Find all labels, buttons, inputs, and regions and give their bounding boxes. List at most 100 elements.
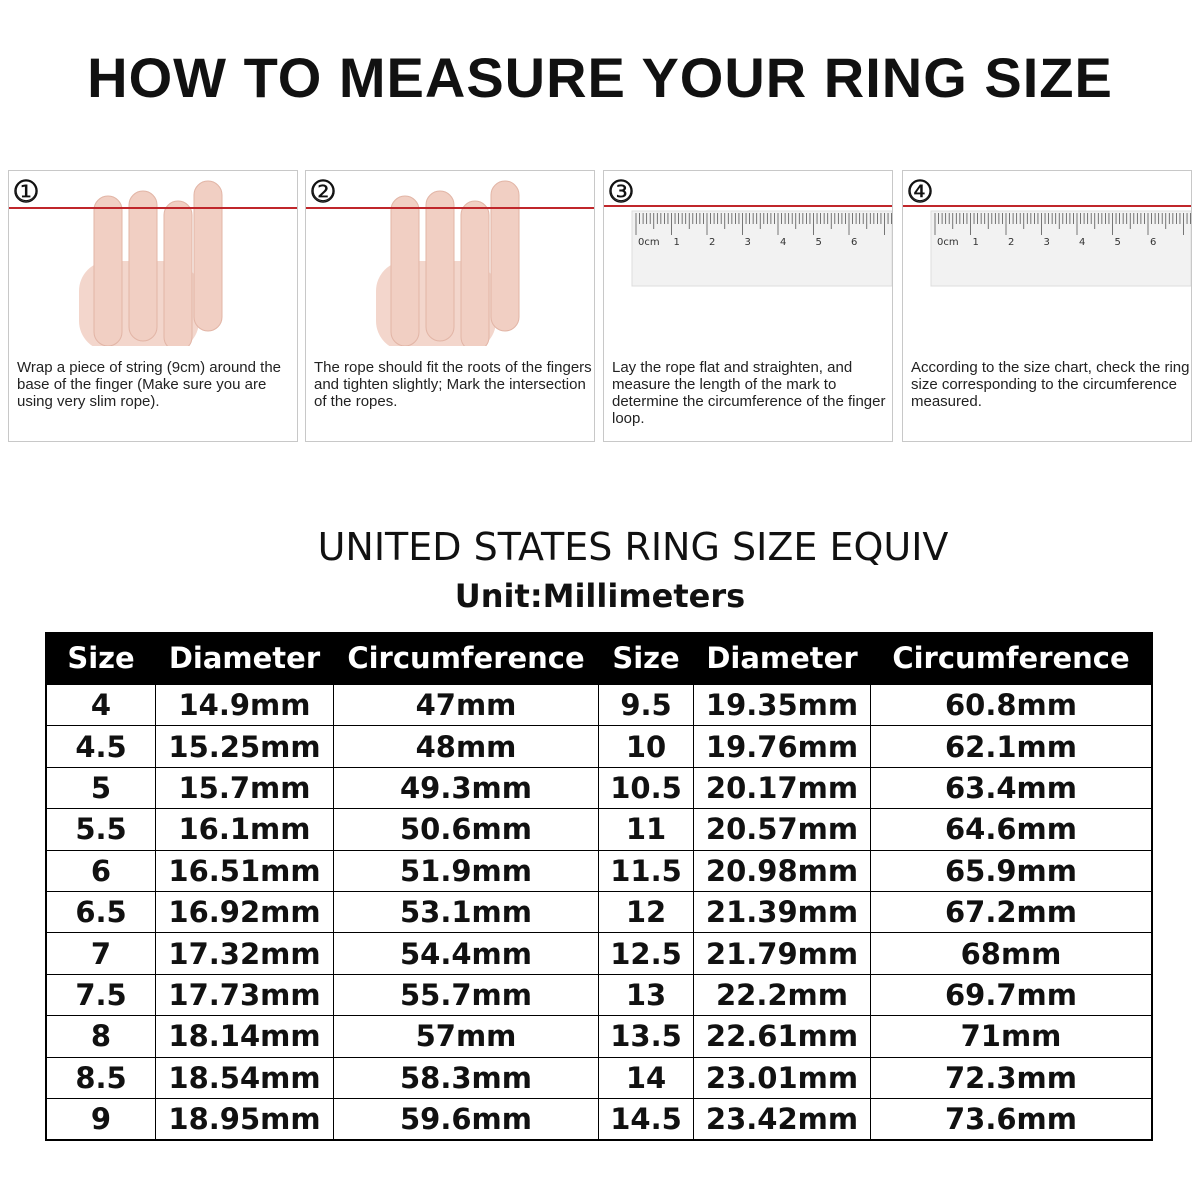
header-cell: Circumference <box>870 632 1153 685</box>
table-unit: Unit:Millimeters <box>454 577 746 615</box>
table-cell: 15.25mm <box>155 726 333 768</box>
step-panel: ① Wrap a piece of string (9cm) around the… <box>8 170 298 442</box>
finger <box>490 180 520 332</box>
table-cell: 14.5 <box>598 1099 693 1141</box>
table-cell: 18.14mm <box>155 1016 333 1058</box>
finger <box>128 190 158 342</box>
table-cell: 6.5 <box>45 892 155 934</box>
header-cell: Diameter <box>155 632 333 685</box>
table-cell: 49.3mm <box>333 767 598 810</box>
table-cell: 23.01mm <box>693 1057 870 1099</box>
ruler <box>930 210 1191 287</box>
step-number: ② <box>310 175 335 208</box>
table-cell: 54.4mm <box>333 933 598 975</box>
table-cell: 4.5 <box>45 726 155 768</box>
header-cell: Size <box>45 632 155 685</box>
ruler-label: 0cm <box>937 237 959 248</box>
table-cell: 5 <box>45 767 155 810</box>
table-cell: 9 <box>45 1099 155 1141</box>
step-number: ④ <box>907 175 932 208</box>
table-cell: 8 <box>45 1016 155 1058</box>
table-cell: 8.5 <box>45 1057 155 1099</box>
step-text: Wrap a piece of string (9cm) around the … <box>17 359 282 410</box>
ruler-label: 1 <box>973 237 979 248</box>
ruler-label: 5 <box>816 237 822 248</box>
table-cell: 18.95mm <box>155 1099 333 1141</box>
ruler-label: 0cm <box>638 237 660 248</box>
table-cell: 14 <box>598 1057 693 1099</box>
table-bottom <box>45 1139 1153 1142</box>
ruler-label: 2 <box>1008 237 1014 248</box>
table-cell: 7.5 <box>45 974 155 1017</box>
finger <box>163 200 193 346</box>
step-illustration: 0cm 1 2 3 4 5 6 ④ <box>903 175 1191 287</box>
table-cell: 47mm <box>333 685 598 727</box>
table-cell: 53.1mm <box>333 892 598 934</box>
step-badge <box>908 179 932 203</box>
table-cell: 58.3mm <box>333 1057 598 1099</box>
step-illustration: ① <box>9 175 297 346</box>
table-cell: 7 <box>45 933 155 975</box>
table-cell: 9.5 <box>598 685 693 727</box>
step-text: Lay the rope flat and straighten, and me… <box>612 359 886 427</box>
step-illustration: 0cm 1 2 3 4 5 6 ③ <box>604 175 892 287</box>
table-cell: 15.7mm <box>155 767 333 810</box>
ruler-label: 6 <box>851 237 857 248</box>
table-cell: 63.4mm <box>870 767 1153 810</box>
ruler-label: 5 <box>1115 237 1121 248</box>
table-cell: 22.2mm <box>693 974 870 1017</box>
table-cell: 71mm <box>870 1016 1153 1058</box>
table-cell: 17.73mm <box>155 974 333 1017</box>
finger <box>93 195 123 346</box>
table-cell: 16.92mm <box>155 892 333 934</box>
page-title: HOW TO MEASURE YOUR RING SIZE <box>87 46 1113 109</box>
step-panel: 0cm 1 2 3 4 5 6 ④ According to the size chart, c… <box>902 170 1192 442</box>
step-number: ③ <box>608 175 633 208</box>
table-cell: 16.1mm <box>155 809 333 851</box>
table-cell: 6 <box>45 850 155 892</box>
step-badge <box>311 179 335 203</box>
table-cell: 60.8mm <box>870 685 1153 727</box>
ruler-label: 6 <box>1150 237 1156 248</box>
table-cell: 13.5 <box>598 1016 693 1058</box>
table-cell: 55.7mm <box>333 974 598 1017</box>
table-cell: 51.9mm <box>333 850 598 892</box>
step-badge <box>14 179 38 203</box>
step-text: The rope should fit the roots of the fin… <box>314 359 592 410</box>
table-cell: 21.39mm <box>693 892 870 934</box>
finger <box>390 195 420 346</box>
table-cell: 65.9mm <box>870 850 1153 892</box>
table-cell: 17.32mm <box>155 933 333 975</box>
table-cell: 23.42mm <box>693 1099 870 1141</box>
table-cell: 20.17mm <box>693 767 870 810</box>
table-cell: 14.9mm <box>155 685 333 727</box>
ruler-label: 4 <box>780 237 786 248</box>
table-cell: 67.2mm <box>870 892 1153 934</box>
table-cell: 48mm <box>333 726 598 768</box>
table-cell: 19.35mm <box>693 685 870 727</box>
ruler-label: 3 <box>745 237 751 248</box>
ruler-label: 3 <box>1044 237 1050 248</box>
ruler-label: 4 <box>1079 237 1085 248</box>
table-cell: 4 <box>45 685 155 727</box>
table-cell: 16.51mm <box>155 850 333 892</box>
step-panel: 0cm 1 2 3 4 5 6 ③ Lay the rope flat and straight… <box>603 170 893 442</box>
finger <box>460 200 490 346</box>
table-cell: 72.3mm <box>870 1057 1153 1099</box>
table-cell: 64.6mm <box>870 809 1153 851</box>
step-text: According to the size chart, check the r… <box>911 359 1190 410</box>
header-cell: Size <box>598 632 693 685</box>
table-cell: 21.79mm <box>693 933 870 975</box>
step-panel: ② The rope should fit the roots of the fi… <box>305 170 595 442</box>
table-cell: 69.7mm <box>870 974 1153 1017</box>
table-cell: 20.98mm <box>693 850 870 892</box>
table-cell: 22.61mm <box>693 1016 870 1058</box>
table-cell: 11.5 <box>598 850 693 892</box>
table-cell: 50.6mm <box>333 809 598 851</box>
step-number: ① <box>13 175 38 208</box>
table-cell: 62.1mm <box>870 726 1153 768</box>
step-illustration: ② <box>306 175 594 346</box>
table-cell: 18.54mm <box>155 1057 333 1099</box>
table-cell: 59.6mm <box>333 1099 598 1141</box>
